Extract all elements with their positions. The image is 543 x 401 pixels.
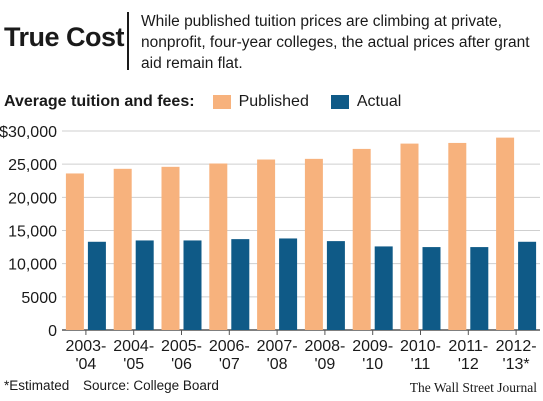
chart-subtitle: While published tuition prices are climb… [141, 13, 530, 72]
legend-swatch-actual [330, 95, 349, 109]
bar-actual [87, 241, 106, 330]
bar-published [161, 166, 180, 330]
x-tick-label: '04 [75, 356, 96, 373]
bar-published [496, 137, 515, 330]
bar-actual [135, 240, 154, 330]
bar-actual [279, 238, 298, 330]
bar-published [352, 148, 371, 330]
x-tick-label: 2009- [352, 338, 393, 355]
x-tick-label: '13* [503, 356, 530, 373]
legend-lead: Average tuition and fees: [4, 93, 195, 110]
bar-published [304, 158, 323, 330]
x-tick-label: 2006- [209, 338, 250, 355]
bar-actual [374, 246, 393, 330]
x-tick-label: 2005- [161, 338, 202, 355]
bar-actual [518, 241, 537, 330]
y-tick-label: 25,000 [8, 157, 57, 174]
y-tick-label: 15,000 [8, 224, 57, 241]
x-tick-label: '12 [458, 356, 479, 373]
x-axis: 2003-'04 2004-'05 2005-'06 2006-'07 2007-'08… [65, 330, 537, 373]
x-tick-label: '09 [314, 356, 335, 373]
x-tick-label: '11 [411, 356, 431, 373]
legend: Average tuition and fees: Published Actu… [4, 92, 423, 112]
chart-header: True Cost While published tuition prices… [0, 0, 543, 80]
x-tick-label: 2007- [257, 338, 298, 355]
x-tick-label: 2011- [448, 338, 488, 355]
footnote: *Estimated [4, 378, 70, 393]
bar-actual [326, 241, 345, 330]
bar-published [209, 163, 228, 330]
y-tick-label: 20,000 [8, 190, 57, 207]
x-tick-label: 2004- [113, 338, 154, 355]
x-tick-label: 2010- [400, 338, 441, 355]
y-tick-label: 0 [48, 323, 57, 340]
bars [65, 137, 537, 330]
header-divider [127, 12, 129, 70]
bar-published [113, 168, 132, 330]
x-tick-label: '07 [219, 356, 240, 373]
legend-item-actual: Actual [330, 93, 402, 111]
bar-actual [470, 247, 489, 330]
legend-item-published: Published [212, 93, 309, 111]
bar-actual [183, 240, 202, 330]
x-tick-label: '06 [171, 356, 192, 373]
x-tick-label: 2008- [304, 338, 345, 355]
bar-published [65, 173, 84, 330]
x-tick-label: '05 [123, 356, 144, 373]
y-tick-label: 5000 [21, 290, 57, 307]
source-note: Source: College Board [83, 378, 219, 393]
bar-actual [422, 247, 441, 330]
x-tick-label: '10 [362, 356, 383, 373]
legend-label-actual: Actual [356, 93, 402, 110]
x-tick-label: 2012- [496, 338, 537, 355]
bar-actual [231, 239, 250, 330]
x-tick-label: 2003- [65, 338, 106, 355]
bar-chart: 0 5000 10,000 15,000 20,000 25,000 $30,000 200… [0, 124, 540, 373]
x-tick-label: '08 [267, 356, 288, 373]
y-tick-label: $30,000 [0, 124, 57, 141]
y-axis: 0 5000 10,000 15,000 20,000 25,000 $30,000 [0, 124, 57, 340]
bar-published [257, 159, 276, 330]
gridlines [62, 130, 540, 331]
legend-swatch-published [212, 95, 231, 109]
credit: The Wall Street Journal [409, 380, 537, 395]
bar-published [448, 142, 467, 330]
footer-notes: *Estimated Source: College Board [4, 378, 229, 393]
legend-label-published: Published [238, 93, 309, 110]
y-tick-label: 10,000 [8, 257, 57, 274]
bar-published [400, 143, 419, 330]
chart-title: True Cost [4, 22, 125, 52]
